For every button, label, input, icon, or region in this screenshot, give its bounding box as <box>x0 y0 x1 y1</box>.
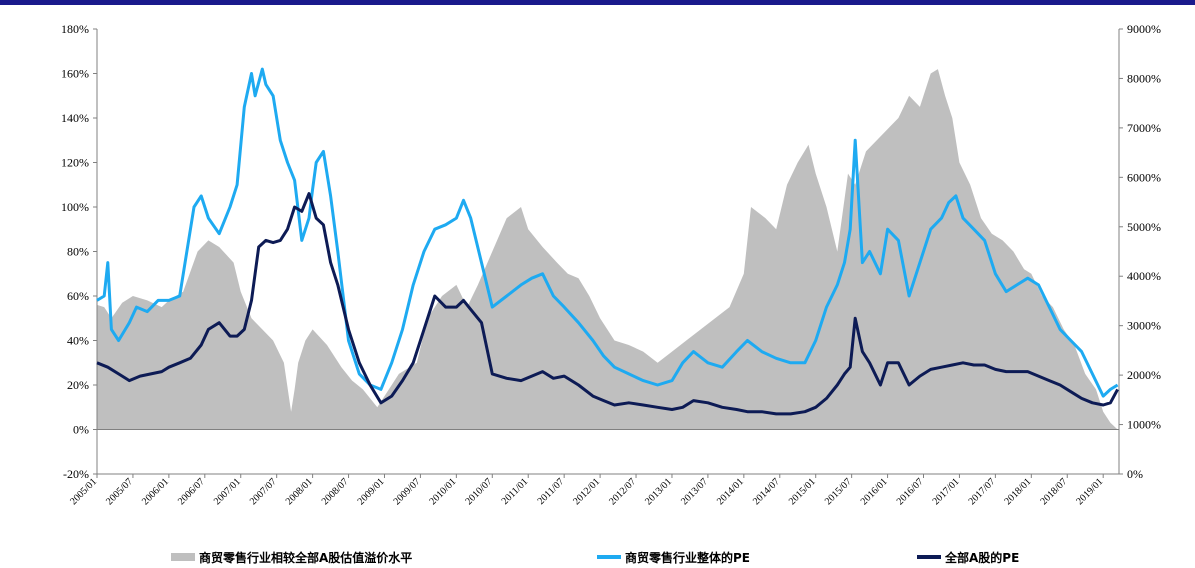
right-tick-label: 6000% <box>1127 170 1161 184</box>
x-tick-label: 2014/01 <box>715 476 746 507</box>
right-tick-label: 0% <box>1127 467 1143 481</box>
left-tick-label: 120% <box>61 156 89 170</box>
x-tick-label: 2008/07 <box>320 476 351 507</box>
left-tick-label: 40% <box>67 334 89 348</box>
left-tick-label: 140% <box>61 111 89 125</box>
legend-label-area: 商贸零售行业相较全部A股估值溢价水平 <box>199 550 412 565</box>
x-tick-label: 2016/07 <box>895 476 926 507</box>
left-tick-label: 0% <box>73 423 89 437</box>
legend-label-sector-pe: 商贸零售行业整体的PE <box>625 550 750 565</box>
legend-label-market-pe: 全部A股的PE <box>944 550 1019 565</box>
x-tick-label: 2015/07 <box>823 476 854 507</box>
x-tick-label: 2010/07 <box>463 476 494 507</box>
x-tick-label: 2009/07 <box>392 476 423 507</box>
right-tick-label: 2000% <box>1127 368 1161 382</box>
left-tick-label: 20% <box>67 378 89 392</box>
left-tick-label: 100% <box>61 200 89 214</box>
x-tick-label: 2011/01 <box>500 476 531 507</box>
right-tick-label: 7000% <box>1127 121 1161 135</box>
x-tick-label: 2010/01 <box>428 476 459 507</box>
x-tick-label: 2013/07 <box>679 476 710 507</box>
top-accent-bar <box>0 0 1195 5</box>
left-tick-label: 80% <box>67 245 89 259</box>
x-tick-label: 2012/01 <box>571 476 602 507</box>
left-tick-label: 160% <box>61 67 89 81</box>
legend-swatch-market-pe <box>917 555 941 559</box>
x-tick-label: 2006/07 <box>176 476 207 507</box>
x-tick-label: 2011/07 <box>536 476 567 507</box>
right-tick-label: 8000% <box>1127 71 1161 85</box>
right-tick-label: 4000% <box>1127 269 1161 283</box>
premium-area <box>97 69 1118 430</box>
x-tick-label: 2007/07 <box>248 476 279 507</box>
lines-layer <box>96 67 1119 416</box>
x-tick-label: 2013/01 <box>643 476 674 507</box>
left-tick-label: -20% <box>63 467 89 481</box>
x-tick-label: 2017/01 <box>931 476 962 507</box>
x-tick-label: 2016/01 <box>859 476 890 507</box>
right-tick-label: 9000% <box>1127 22 1161 36</box>
sector-pe-line <box>96 67 1119 398</box>
x-tick-label: 2005/07 <box>104 476 135 507</box>
x-tick-label: 2014/07 <box>751 476 782 507</box>
x-tick-label: 2017/07 <box>967 476 998 507</box>
right-tick-label: 1000% <box>1127 418 1161 432</box>
market-pe-line <box>96 192 1119 416</box>
x-tick-label: 2018/07 <box>1038 476 1069 507</box>
x-tick-label: 2007/01 <box>212 476 243 507</box>
x-tick-label: 2015/01 <box>787 476 818 507</box>
legend-swatch-sector-pe <box>597 555 621 559</box>
x-tick-label: 2019/01 <box>1074 476 1105 507</box>
x-tick-label: 2009/01 <box>356 476 387 507</box>
right-tick-label: 3000% <box>1127 319 1161 333</box>
premium-area-layer <box>97 69 1118 430</box>
x-tick-label: 2012/07 <box>607 476 638 507</box>
left-tick-label: 60% <box>67 289 89 303</box>
x-tick-label: 2008/01 <box>284 476 315 507</box>
left-tick-label: 180% <box>61 22 89 36</box>
right-tick-label: 5000% <box>1127 220 1161 234</box>
x-tick-label: 2006/01 <box>140 476 171 507</box>
legend-swatch-area <box>171 553 195 561</box>
legend: 商贸零售行业相较全部A股估值溢价水平 商贸零售行业整体的PE 全部A股的PE <box>171 550 1019 565</box>
x-tick-label: 2018/01 <box>1002 476 1033 507</box>
